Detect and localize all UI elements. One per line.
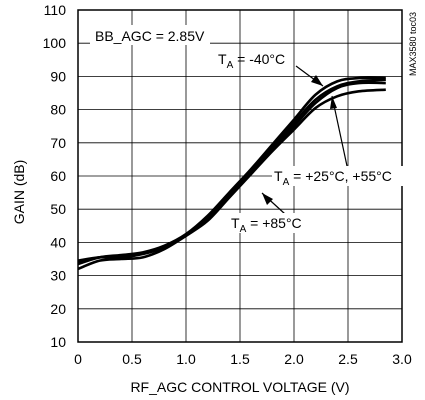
arrowhead-minus40 (311, 75, 323, 86)
y-tick-label: 60 (50, 168, 66, 184)
y-tick-label: 30 (50, 268, 66, 284)
y-tick-label: 50 (50, 201, 66, 217)
series-line-4 (77, 88, 386, 271)
tick-labels: 0 0.5 1.0 1.5 2.0 2.5 3.0 10 20 30 40 50 60 70 80 90 100… (43, 2, 412, 367)
y-tick-label: 100 (43, 35, 67, 51)
series-group (77, 76, 386, 271)
y-tick-label: 70 (50, 135, 66, 151)
y-tick-label: 40 (50, 234, 66, 250)
x-tick-label: 0 (74, 351, 82, 367)
condition-label-background (90, 25, 210, 45)
annotation-25-55: TA = +25°C, +55°C (274, 168, 392, 188)
arrowhead-25-55 (330, 96, 337, 109)
y-axis-title: GAIN (dB) (11, 160, 27, 225)
annotation-arrowheads (262, 75, 337, 205)
annotation-85: TA = +85°C (231, 215, 302, 235)
y-tick-label: 90 (50, 68, 66, 84)
y-tick-label: 20 (50, 301, 66, 317)
y-tick-label: 110 (44, 2, 67, 18)
annotation-25-55-background (272, 166, 406, 186)
annotation-85-background (224, 213, 336, 233)
x-tick-label: 2.5 (338, 351, 358, 367)
condition-label: BB_AGC = 2.85V (95, 28, 205, 44)
x-tick-label: 3.0 (392, 351, 412, 367)
x-tick-label: 0.5 (122, 351, 142, 367)
y-tick-label: 80 (50, 102, 66, 118)
y-tick-label: 10 (50, 334, 66, 350)
x-tick-label: 1.5 (230, 351, 250, 367)
x-tick-label: 2.0 (284, 351, 304, 367)
arrowhead-85 (262, 193, 273, 205)
annotation-minus40: TA = -40°C (218, 51, 285, 71)
x-tick-label: 1.0 (176, 351, 196, 367)
x-axis-title: RF_AGC CONTROL VOLTAGE (V) (130, 379, 349, 395)
figure-id: MAX3580 toc03 (408, 12, 418, 76)
